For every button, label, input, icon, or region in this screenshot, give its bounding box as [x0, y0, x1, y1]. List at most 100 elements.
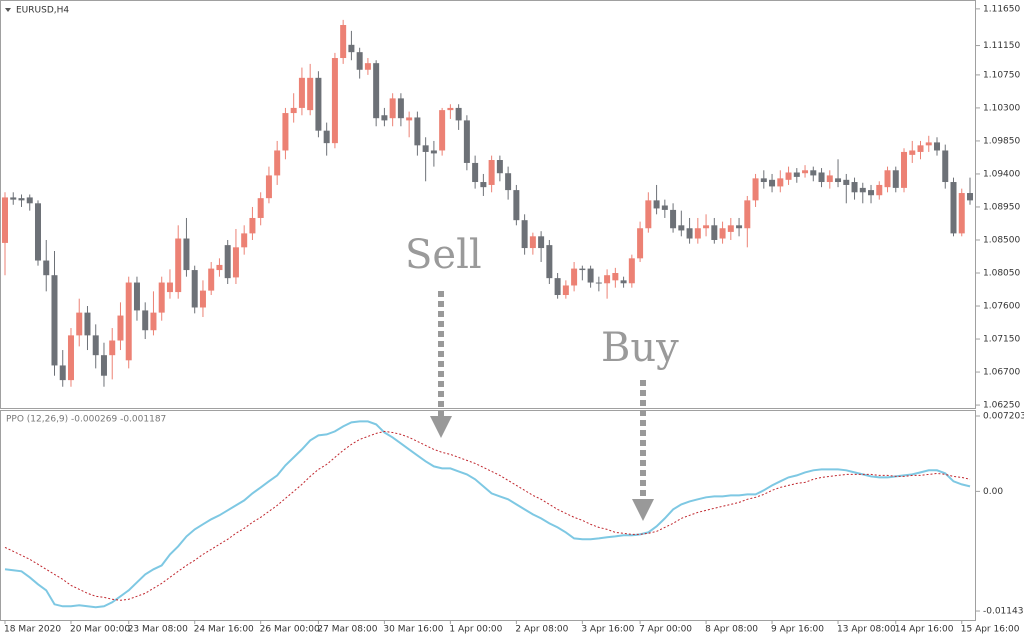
- candle-body: [752, 178, 759, 201]
- symbol-menu-icon: [5, 8, 11, 12]
- candle-body: [455, 107, 462, 121]
- sell-label: Sell: [405, 232, 482, 278]
- candle-body: [818, 172, 825, 183]
- candle-body: [480, 182, 487, 188]
- candle-body: [51, 275, 58, 366]
- candle-body: [901, 151, 908, 188]
- candle-body: [628, 258, 635, 284]
- candle-body: [843, 179, 850, 185]
- buy-label: Buy: [601, 325, 679, 371]
- candle-body: [719, 228, 726, 239]
- candle-body: [711, 225, 718, 240]
- candle-body: [397, 98, 404, 119]
- y-tick-label: 1.07150: [983, 335, 1020, 345]
- candle-body: [620, 280, 627, 284]
- candle-body: [117, 315, 124, 341]
- candle-body: [777, 178, 784, 187]
- candle-body: [835, 178, 842, 183]
- candle-body: [282, 113, 289, 151]
- y-tick-label: 1.06250: [983, 401, 1020, 411]
- buy-arrow: [632, 380, 654, 521]
- candle-body: [670, 209, 677, 229]
- candle-body: [892, 170, 899, 188]
- candle-body: [521, 220, 528, 249]
- candle-body: [884, 170, 891, 188]
- candle-body: [579, 268, 586, 271]
- candle-body: [562, 285, 569, 296]
- candle-body: [604, 275, 611, 284]
- candle-body: [133, 282, 140, 311]
- candle-body: [958, 193, 965, 234]
- candle-body: [810, 170, 817, 176]
- candle-body: [760, 178, 767, 183]
- y-tick-label: 1.09850: [983, 136, 1020, 146]
- candle-body: [125, 282, 132, 361]
- candle-body: [612, 273, 619, 281]
- x-tick-label: 26 Mar 00:00: [260, 625, 320, 635]
- candle-body: [472, 162, 479, 183]
- candle-body: [265, 175, 272, 199]
- candle-body: [546, 245, 553, 279]
- y-tick-label: 1.08500: [983, 235, 1020, 245]
- candle-body: [505, 173, 512, 191]
- candle-body: [298, 77, 305, 108]
- candle-body: [678, 225, 685, 231]
- ppo-line: [4, 420, 971, 609]
- candle-body: [703, 225, 710, 229]
- candle-body: [571, 268, 578, 286]
- candle-body: [645, 200, 652, 229]
- y-tick-label: 1.11150: [983, 41, 1020, 51]
- candle-body: [694, 228, 701, 239]
- indicator-pane-border: [0, 410, 976, 621]
- candle-body: [257, 198, 264, 218]
- y-tick-label: 1.06700: [983, 368, 1020, 378]
- x-tick-label: 23 Mar 08:00: [128, 625, 188, 635]
- x-tick-label: 9 Apr 16:00: [771, 625, 824, 635]
- candle-body: [793, 172, 800, 177]
- x-tick-label: 20 Mar 00:00: [70, 625, 130, 635]
- candle-body: [826, 175, 833, 183]
- candle-body: [34, 203, 41, 261]
- candle-body: [661, 205, 668, 210]
- candle-body: [637, 228, 644, 259]
- x-tick-label: 30 Mar 16:00: [383, 625, 443, 635]
- candle-body: [381, 115, 388, 121]
- candle-body: [2, 197, 8, 243]
- y-tick-label: 1.10300: [983, 103, 1020, 113]
- candle-body: [389, 98, 396, 119]
- candle-body: [686, 228, 693, 239]
- y-tick-label: 1.08950: [983, 202, 1020, 212]
- candle-body: [67, 335, 74, 381]
- candle-body: [356, 52, 363, 70]
- candle-body: [406, 117, 413, 121]
- candle-body: [166, 282, 173, 293]
- candle-body: [241, 233, 248, 248]
- candle-body: [18, 198, 25, 201]
- x-tick-label: 1 Apr 00:00: [449, 625, 502, 635]
- candle-body: [274, 150, 281, 176]
- x-tick-label: 14 Apr 16:00: [895, 625, 954, 635]
- candle-body: [868, 190, 875, 196]
- sell-arrow: [430, 291, 452, 438]
- candle-body: [10, 197, 17, 200]
- candle-body: [496, 160, 503, 174]
- candle-body: [199, 290, 206, 308]
- candle-body: [43, 260, 50, 276]
- y-tick-label: 1.09400: [983, 169, 1020, 179]
- candle-body: [942, 150, 949, 183]
- x-tick-label: 18 Mar 2020: [4, 625, 61, 635]
- x-tick-label: 27 Mar 08:00: [317, 625, 377, 635]
- candle-body: [422, 145, 429, 152]
- y-tick-label: 1.11650: [983, 4, 1020, 14]
- candle-body: [851, 182, 858, 193]
- price-pane-border: [0, 0, 976, 409]
- candle-body: [934, 142, 941, 151]
- candle-body: [785, 172, 792, 180]
- candle-body: [859, 187, 866, 193]
- candle-body: [84, 312, 91, 336]
- candle-body: [917, 145, 924, 152]
- candle-body: [488, 160, 495, 185]
- candle-body: [736, 225, 743, 229]
- y-tick-label: 1.10750: [983, 70, 1020, 80]
